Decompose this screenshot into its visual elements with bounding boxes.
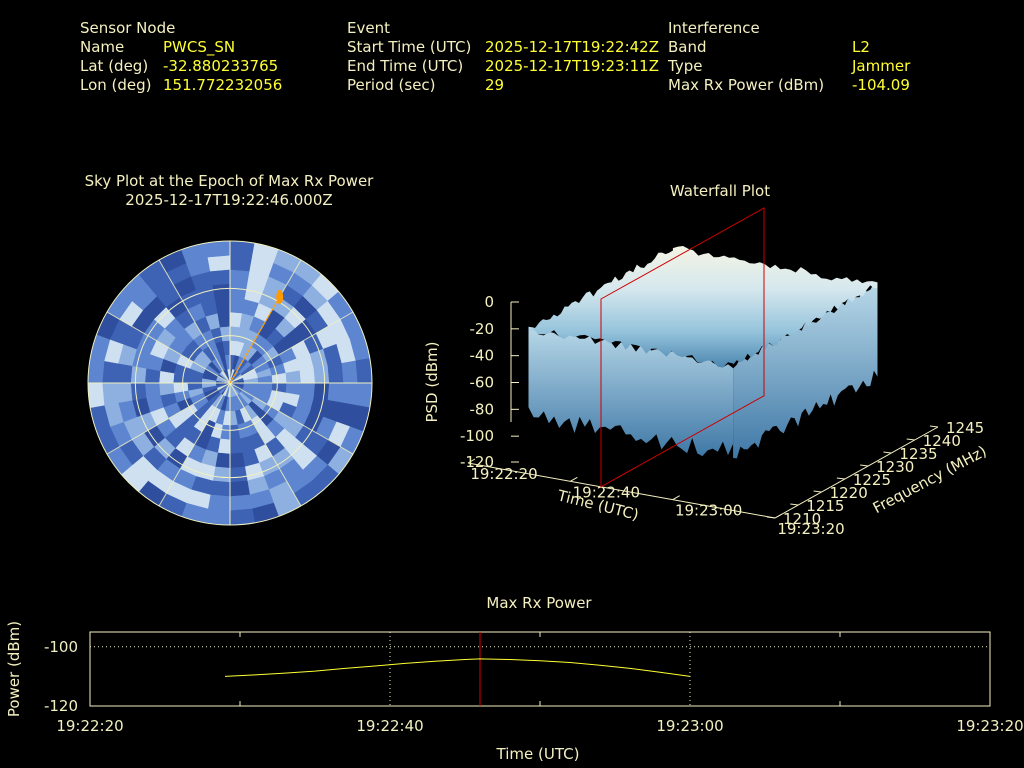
surface-front-face	[528, 326, 734, 457]
max-rx-time-tick-label: 19:23:00	[656, 717, 723, 735]
max-rx-power-tick-label: -100	[44, 638, 78, 656]
interference-maxrx-label: Max Rx Power (dBm)	[668, 76, 825, 94]
interference-type-label: Type	[668, 57, 703, 75]
frequency-tick	[906, 438, 915, 441]
frequency-tick	[883, 451, 892, 454]
interference-band-value: L2	[852, 38, 870, 56]
interference-band-label: Band	[668, 38, 707, 56]
psd-axis-label: PSD (dBm)	[423, 341, 441, 422]
max-rx-time-tick-label: 19:22:40	[356, 717, 423, 735]
sensor-lon-label: Lon (deg)	[80, 76, 152, 94]
time-tick	[570, 476, 578, 482]
max-rx-power-tick-label: -120	[44, 697, 78, 715]
frequency-tick	[860, 464, 869, 467]
frequency-tick-label: 1220	[830, 484, 868, 502]
time-tick	[672, 495, 680, 501]
time-tick-label: 19:22:40	[573, 483, 640, 501]
surface-top	[528, 246, 878, 368]
jammer-marker	[276, 289, 284, 304]
power-axis-label: Power (dBm)	[5, 621, 23, 717]
sensor-lat-label: Lat (deg)	[80, 57, 149, 75]
sensor-name-label: Name	[80, 38, 125, 56]
sensor-node-title: Sensor Node	[80, 19, 176, 37]
epoch-plane	[600, 207, 765, 488]
psd-tick-label: -60	[470, 374, 495, 392]
frequency-tick	[836, 477, 845, 480]
interference-maxrx-value: -104.09	[852, 76, 910, 94]
frequency-tick	[929, 425, 939, 428]
time-tick-label: 19:23:20	[777, 520, 844, 538]
event-title: Event	[347, 19, 390, 37]
frequency-tick-label: 1240	[923, 432, 961, 450]
max-rx-title: Max Rx Power	[486, 594, 592, 612]
psd-tick-label: -40	[470, 347, 495, 365]
jammer-direction-line	[229, 296, 281, 384]
frequency-tick-label: 1225	[853, 471, 891, 489]
event-end-value: 2025-12-17T19:23:11Z	[485, 57, 659, 75]
time-tick-label: 19:23:00	[675, 502, 742, 520]
time-tick	[467, 458, 476, 464]
event-end-label: End Time (UTC)	[347, 57, 464, 75]
frequency-tick	[766, 516, 776, 519]
psd-tick-label: -80	[470, 400, 495, 418]
max-rx-time-tick-label: 19:23:20	[956, 717, 1023, 735]
frequency-tick-label: 1210	[783, 510, 821, 528]
waterfall-title: Waterfall Plot	[670, 182, 770, 200]
event-period-value: 29	[485, 76, 505, 94]
max-rx-frame	[89, 631, 991, 707]
psd-tick-label: -100	[460, 427, 494, 445]
max-rx-series-line	[224, 658, 691, 677]
sensor-lon-value: 151.772232056	[163, 76, 283, 94]
time-tick-label: 19:22:20	[470, 465, 537, 483]
event-period-label: Period (sec)	[347, 76, 436, 94]
frequency-tick	[790, 503, 799, 506]
max-rx-time-tick-label: 19:22:20	[56, 717, 123, 735]
frequency-tick-label: 1230	[876, 458, 914, 476]
frequency-tick-label: 1215	[806, 497, 844, 515]
event-start-label: Start Time (UTC)	[347, 38, 472, 56]
sky-plot-title: Sky Plot at the Epoch of Max Rx Power	[85, 172, 375, 190]
frequency-tick-label: 1235	[899, 445, 937, 463]
waterfall-surface	[528, 246, 878, 459]
psd-tick-label: 0	[484, 293, 494, 311]
max-rx-grid: 19:22:20 19:22:40 19:23:00 19:23:20 -100 -120	[44, 632, 1024, 735]
surface-side-face	[733, 283, 878, 459]
interference-title: Interference	[668, 19, 760, 37]
frequency-tick	[813, 490, 822, 493]
interference-type-value: Jammer	[852, 57, 911, 75]
sensor-name-value: PWCS_SN	[163, 38, 236, 56]
sky-plot-subtitle: 2025-12-17T19:22:46.000Z	[125, 191, 332, 209]
max-rx-time-axis-label: Time (UTC)	[496, 745, 580, 763]
frequency-tick-label: 1245	[946, 419, 984, 437]
event-start-value: 2025-12-17T19:22:42Z	[485, 38, 659, 56]
psd-tick-label: -20	[470, 320, 495, 338]
psd-tick-label: -120	[460, 453, 494, 471]
time-tick	[774, 513, 783, 519]
sensor-lat-value: -32.880233765	[163, 57, 279, 75]
